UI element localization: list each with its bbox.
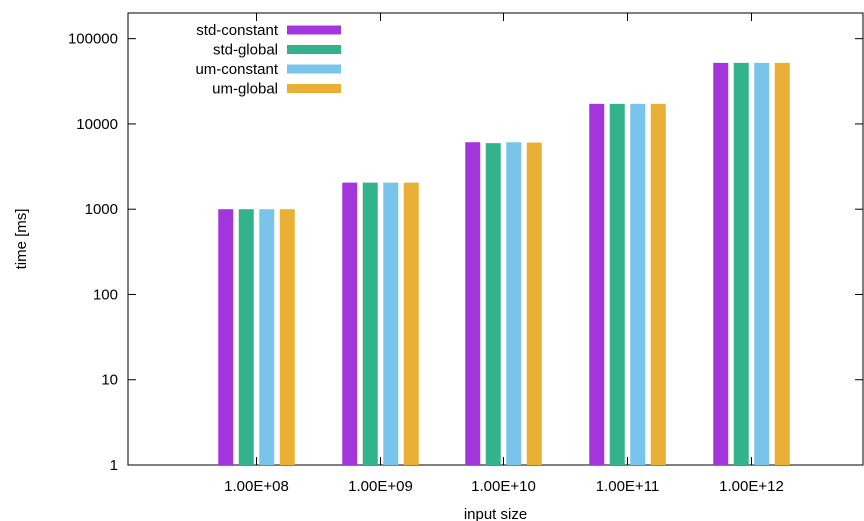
y-tick-label: 10 — [101, 372, 118, 389]
bar-std-constant — [465, 142, 481, 465]
bar-um-constant — [506, 142, 522, 465]
bar-std-global — [362, 182, 378, 465]
bar-std-global — [609, 103, 625, 465]
legend-label: std-global — [213, 42, 278, 59]
legend: std-constant std-global um-constant um-glob… — [195, 22, 341, 98]
bars — [218, 62, 790, 465]
x-tick-label: 1.00E+09 — [348, 478, 413, 495]
bar-std-global — [485, 143, 501, 465]
x-axis: 1.00E+08 1.00E+09 1.00E+10 1.00E+11 1.00E+12 — [224, 13, 784, 495]
y-tick-label: 100000 — [68, 31, 118, 48]
bar-um-global — [650, 103, 666, 465]
legend-swatch — [287, 45, 341, 54]
bar-um-constant — [630, 103, 646, 465]
bar-um-global — [526, 142, 542, 465]
legend-label: um-constant — [195, 61, 278, 78]
y-axis: 1 10 100 1000 10000 100000 — [68, 31, 863, 474]
legend-label: um-global — [212, 81, 278, 98]
bar-std-constant — [713, 62, 729, 465]
bar-std-global — [733, 62, 749, 465]
x-axis-label: input size — [464, 506, 527, 521]
bar-um-constant — [259, 209, 275, 465]
y-tick-label: 1000 — [85, 201, 118, 218]
y-tick-label: 10000 — [76, 116, 118, 133]
legend-swatch — [287, 84, 341, 93]
x-tick-label: 1.00E+08 — [224, 478, 289, 495]
bar-std-global — [238, 209, 254, 465]
bar-std-constant — [218, 209, 234, 465]
legend-swatch — [287, 25, 341, 35]
y-tick-label: 1 — [110, 457, 118, 474]
bar-std-constant — [589, 103, 605, 465]
bar-std-constant — [342, 182, 358, 465]
bar-um-constant — [383, 182, 399, 465]
bar-um-constant — [754, 62, 770, 465]
x-tick-label: 1.00E+11 — [596, 478, 660, 495]
bar-um-global — [774, 62, 790, 465]
y-axis-label: time [ms] — [13, 209, 30, 270]
legend-swatch — [287, 64, 341, 74]
x-tick-label: 1.00E+12 — [719, 478, 784, 495]
x-tick-label: 1.00E+10 — [471, 478, 536, 495]
bar-um-global — [279, 209, 295, 465]
y-tick-label: 100 — [93, 286, 118, 303]
bar-um-global — [403, 182, 419, 465]
legend-label: std-constant — [196, 22, 279, 39]
